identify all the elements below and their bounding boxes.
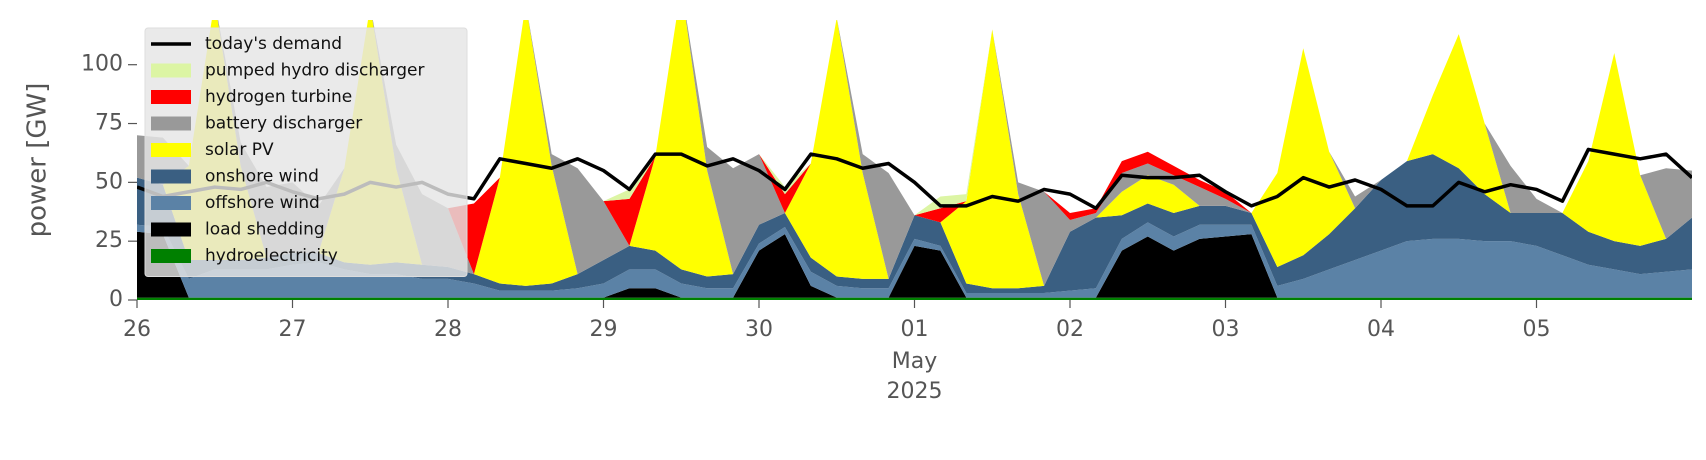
area — [137, 231, 1692, 298]
y-tick-label: 0 — [109, 287, 123, 312]
x-tick-sublabel: 2025 — [887, 379, 943, 404]
legend-swatch — [151, 196, 191, 210]
x-tick-label: 30 — [745, 317, 773, 342]
area — [137, 222, 1692, 298]
area — [137, 297, 1692, 300]
x-tick-label: 01 — [901, 317, 929, 342]
legend-label: offshore wind — [205, 193, 320, 213]
legend: today's demand pumped hydro discharger hyd… — [144, 27, 468, 277]
y-tick-label: 25 — [95, 228, 123, 253]
x-tick-label: 26 — [123, 317, 151, 342]
y-tick-label: 100 — [81, 52, 123, 77]
x-tick-sublabel: May — [892, 349, 937, 374]
x-tick-label: 27 — [279, 317, 307, 342]
legend-label: today's demand — [205, 34, 342, 54]
x-tick-label: 29 — [590, 317, 618, 342]
legend-swatch — [151, 169, 191, 184]
legend-label: hydrogen turbine — [205, 87, 352, 107]
legend-label: load shedding — [205, 220, 325, 240]
legend-swatch — [151, 63, 191, 78]
legend-box — [144, 27, 468, 277]
area — [137, 154, 1692, 293]
legend-label: solar PV — [205, 140, 274, 160]
axes: 0 25 50 75 100 26 27 28 29 30 01 02 03 04 05 May 2025 — [81, 52, 1551, 404]
y-tick-label: 75 — [95, 111, 123, 136]
legend-swatch — [151, 222, 191, 237]
legend-swatch — [151, 249, 191, 263]
x-tick-label: 05 — [1523, 317, 1551, 342]
legend-label: onshore wind — [205, 167, 319, 187]
x-tick-label: 28 — [434, 317, 462, 342]
legend-swatch — [151, 90, 191, 104]
x-tick-label: 03 — [1212, 317, 1240, 342]
legend-label: hydroelectricity — [205, 246, 338, 266]
area — [137, 20, 1692, 289]
x-tick-label: 04 — [1367, 317, 1395, 342]
legend-label: battery discharger — [205, 114, 362, 134]
y-axis-label: power [GW] — [23, 83, 53, 238]
x-tick-label: 02 — [1056, 317, 1084, 342]
y-tick-label: 50 — [95, 169, 123, 194]
legend-swatch — [151, 143, 191, 157]
legend-label: pumped hydro discharger — [205, 61, 424, 81]
legend-swatch — [151, 116, 191, 131]
